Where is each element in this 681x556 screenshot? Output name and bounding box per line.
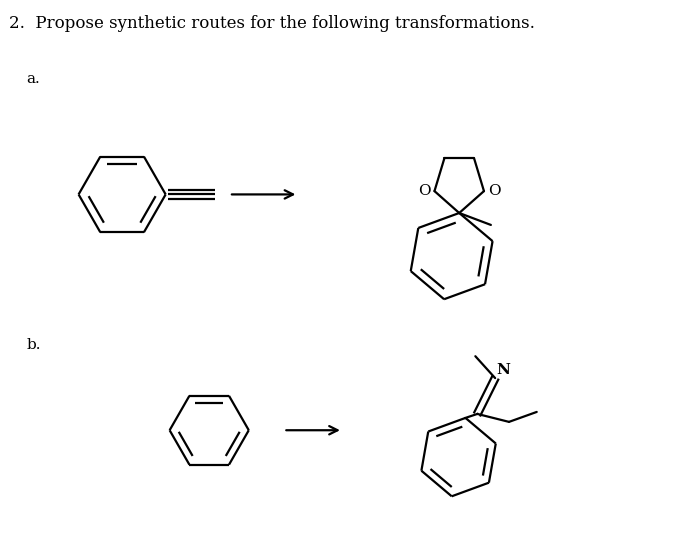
Text: O: O [418, 184, 430, 198]
Text: b.: b. [26, 337, 41, 352]
Text: O: O [488, 184, 501, 198]
Text: 2.  Propose synthetic routes for the following transformations.: 2. Propose synthetic routes for the foll… [10, 16, 535, 32]
Text: N: N [496, 363, 510, 377]
Text: a.: a. [26, 72, 40, 86]
